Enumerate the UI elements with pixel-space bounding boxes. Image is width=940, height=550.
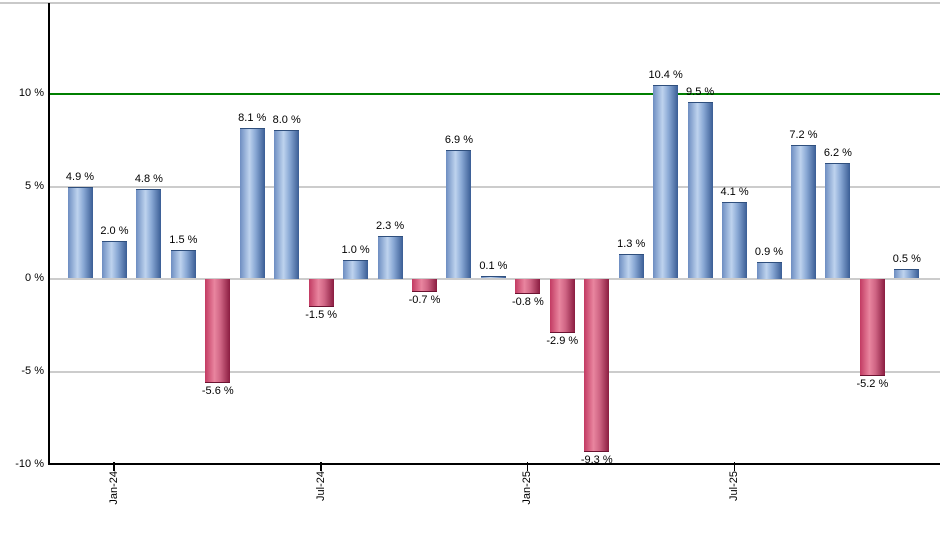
- bar: [274, 130, 300, 279]
- bar: [343, 260, 369, 279]
- y-axis-line: [48, 3, 50, 464]
- bar: [894, 269, 920, 278]
- bar: [687, 102, 713, 278]
- threshold-line: [50, 93, 940, 95]
- bar: [825, 163, 851, 278]
- bar: [859, 279, 885, 376]
- bar-value-label: 6.2 %: [823, 147, 852, 159]
- bar-value-label: 2.3 %: [375, 220, 405, 232]
- bar-value-label: -1.5 %: [305, 309, 338, 321]
- bar-value-label: -9.3 %: [580, 454, 613, 466]
- bar: [790, 145, 816, 279]
- bar: [756, 262, 782, 279]
- x-axis-tick: [526, 462, 529, 471]
- bar: [239, 128, 265, 278]
- bar-value-label: 9.5 %: [686, 86, 715, 98]
- bar-value-label: 1.5 %: [169, 234, 198, 246]
- bar: [136, 189, 162, 278]
- bar: [480, 276, 506, 278]
- bar: [446, 150, 472, 278]
- y-axis-label: -5 %: [21, 365, 44, 377]
- bar-value-label: 1.3 %: [617, 238, 646, 250]
- x-axis-label: Jan-25: [521, 471, 534, 505]
- bar: [515, 279, 541, 294]
- y-axis-label: 0 %: [25, 272, 44, 284]
- x-axis-label: Jul-25: [728, 471, 741, 501]
- bar: [101, 241, 127, 278]
- bar: [170, 250, 196, 278]
- y-axis-label: 5 %: [25, 180, 44, 192]
- x-axis-label: Jan-24: [107, 471, 120, 505]
- bar-value-label: -2.9 %: [546, 335, 579, 347]
- x-axis-label: Jul-24: [314, 471, 327, 501]
- bar-value-label: 0.1 %: [479, 260, 508, 272]
- x-axis-tick: [113, 462, 115, 471]
- bar: [618, 254, 644, 278]
- bar-value-label: 4.1 %: [720, 186, 749, 198]
- x-axis-tick: [733, 462, 736, 471]
- gridline: [50, 278, 940, 280]
- bar-value-label: -5.6 %: [201, 385, 234, 397]
- bar: [653, 85, 679, 278]
- bar-value-label: -0.8 %: [511, 296, 544, 308]
- bar-value-label: 6.9 %: [444, 134, 473, 146]
- bar-value-label: -0.7 %: [408, 294, 441, 306]
- bar-value-label: 1.0 %: [341, 244, 370, 256]
- bar: [584, 279, 610, 452]
- bar: [308, 279, 334, 307]
- x-axis-tick: [320, 462, 322, 471]
- bar: [377, 236, 403, 279]
- bar: [549, 279, 575, 333]
- bar-value-label: 0.5 %: [892, 253, 921, 265]
- bar-value-label: 8.1 %: [238, 112, 267, 124]
- bar: [205, 279, 231, 383]
- chart-top-border: [0, 2, 940, 4]
- bar-value-label: -5.2 %: [856, 378, 889, 390]
- x-axis-line: [48, 463, 940, 465]
- bar-value-label: 10.4 %: [648, 69, 683, 81]
- gridline: [50, 186, 940, 188]
- y-axis-label: -10 %: [15, 458, 44, 470]
- bar-value-label: 2.0 %: [100, 225, 129, 237]
- bar-value-label: 4.8 %: [134, 173, 163, 185]
- bar-value-label: 7.2 %: [789, 129, 818, 141]
- bar: [67, 187, 93, 278]
- y-axis-label: 10 %: [18, 87, 44, 99]
- bar-value-label: 8.0 %: [272, 114, 301, 126]
- gridline: [50, 371, 940, 373]
- bar-value-label: 4.9 %: [65, 171, 95, 183]
- bar-value-label: 0.9 %: [754, 246, 784, 258]
- bar: [412, 279, 437, 292]
- bar: [722, 202, 748, 278]
